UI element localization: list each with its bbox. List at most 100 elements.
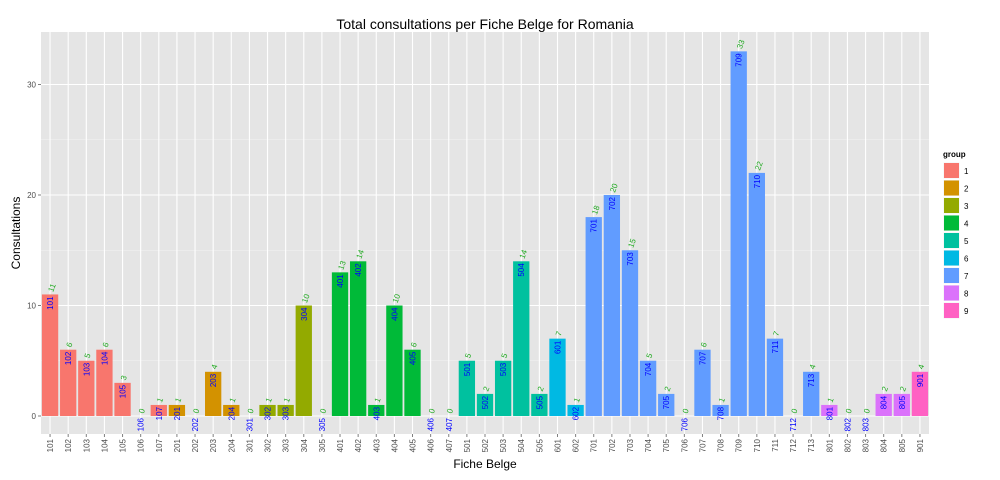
bar-category-label: 501: [463, 362, 472, 376]
x-tick-label: 403: [372, 438, 381, 452]
x-tick-label: 303: [282, 438, 291, 452]
x-tick-label: 805: [898, 438, 907, 452]
x-tick-label: 703: [626, 438, 635, 452]
x-tick-label: 709: [735, 438, 744, 452]
x-tick-label: 503: [499, 438, 508, 452]
bar-category-label: 703: [626, 252, 635, 266]
bar-category-label: 706: [680, 417, 689, 431]
x-tick-label: 204: [227, 438, 236, 452]
x-tick-label: 107: [155, 438, 164, 452]
bar-value-label: 6: [699, 341, 709, 349]
bar: [60, 349, 77, 416]
bar-value-label: 7: [554, 330, 564, 338]
x-tick-label: 203: [209, 438, 218, 452]
bar-value-label: 33: [735, 38, 747, 50]
bar-value-label: 2: [536, 385, 546, 393]
x-tick-label: 406: [427, 438, 436, 452]
bar: [114, 382, 131, 416]
bar: [658, 393, 675, 416]
x-tick-label: 705: [662, 438, 671, 452]
bar: [911, 371, 929, 416]
bar: [78, 360, 95, 416]
legend-swatch: [944, 285, 959, 301]
bar-category-label: 203: [209, 373, 218, 387]
x-tick-label: 802: [843, 438, 852, 452]
bar-category-label: 707: [698, 351, 707, 365]
bar-category-label: 404: [390, 307, 399, 321]
bar-value-label: 22: [753, 160, 765, 172]
bar: [639, 360, 657, 416]
bar-value-label: 7: [771, 330, 781, 338]
bar-value-label: 6: [101, 341, 111, 349]
bar: [41, 294, 59, 416]
bar-value-label: 3: [119, 374, 129, 382]
x-tick-label: 701: [590, 438, 599, 452]
bar: [96, 349, 113, 416]
bar-value-label: 4: [210, 363, 220, 371]
bar: [603, 195, 621, 416]
bar-value-label: 0: [790, 407, 800, 415]
bar-category-label: 502: [481, 395, 490, 409]
bar-value-label: 0: [246, 407, 256, 415]
bar-value-label: 5: [83, 352, 93, 360]
bar-value-label: 1: [717, 396, 727, 404]
legend-swatch: [944, 250, 959, 266]
bar-category-label: 704: [644, 362, 653, 376]
bar-category-label: 708: [717, 406, 726, 420]
bar: [458, 360, 476, 416]
bar-category-label: 305: [318, 417, 327, 431]
bar-value-label: 4: [916, 363, 926, 371]
bar: [748, 172, 765, 416]
bar-value-label: 15: [626, 237, 638, 249]
bar: [531, 393, 548, 416]
bar-value-label: 2: [880, 385, 890, 393]
bar-value-label: 5: [645, 352, 655, 360]
bar: [386, 305, 403, 416]
x-tick-label: 401: [336, 438, 345, 452]
bar-category-label: 709: [735, 53, 744, 67]
bar-value-label: 1: [228, 396, 238, 404]
bar: [150, 404, 167, 416]
bar-value-label: 0: [844, 407, 854, 415]
x-tick-label: 201: [173, 438, 182, 452]
legend-swatch: [944, 303, 959, 318]
bar: [585, 217, 602, 416]
legend: group 1 2 3 4 5 6 7 8 9: [942, 150, 969, 320]
x-tick-label: 601: [553, 438, 562, 452]
bar-category-label: 803: [862, 417, 871, 431]
bar-category-label: 407: [445, 417, 454, 431]
bar-category-label: 301: [245, 417, 254, 431]
bar-value-label: 2: [898, 385, 908, 393]
x-tick-label: 505: [535, 438, 544, 452]
bar-value-label: 1: [826, 396, 836, 404]
bar: [730, 51, 747, 416]
x-tick-label: 804: [880, 438, 889, 452]
bar-category-label: 202: [191, 417, 200, 431]
x-tick-label: 102: [64, 438, 73, 452]
bar-value-label: 18: [590, 204, 602, 216]
bar: [694, 349, 711, 416]
bar-value-label: 1: [155, 396, 165, 404]
y-tick-label: 0: [32, 412, 37, 421]
x-tick-label: 103: [82, 438, 91, 452]
x-tick-label: 407: [445, 438, 454, 452]
bar-value-label: 0: [191, 407, 201, 415]
bar-value-label: 4: [808, 363, 818, 371]
bar-category-label: 710: [753, 174, 762, 188]
x-tick-label: 901: [916, 438, 925, 452]
bar-category-label: 101: [46, 296, 55, 310]
bar-category-label: 711: [771, 340, 780, 353]
bar-category-label: 402: [354, 263, 363, 277]
x-tick-label: 702: [608, 438, 617, 452]
bar-value-label: 10: [391, 292, 403, 304]
bar: [259, 404, 276, 416]
x-tick-label: 405: [409, 438, 418, 452]
x-tick-label: 301: [245, 438, 254, 452]
bar-category-label: 705: [662, 395, 671, 409]
bar: [476, 393, 494, 416]
x-tick-label: 504: [517, 438, 526, 452]
bar-category-label: 901: [916, 373, 925, 387]
x-tick-label: 105: [119, 438, 128, 452]
y-tick-label: 10: [27, 302, 36, 311]
